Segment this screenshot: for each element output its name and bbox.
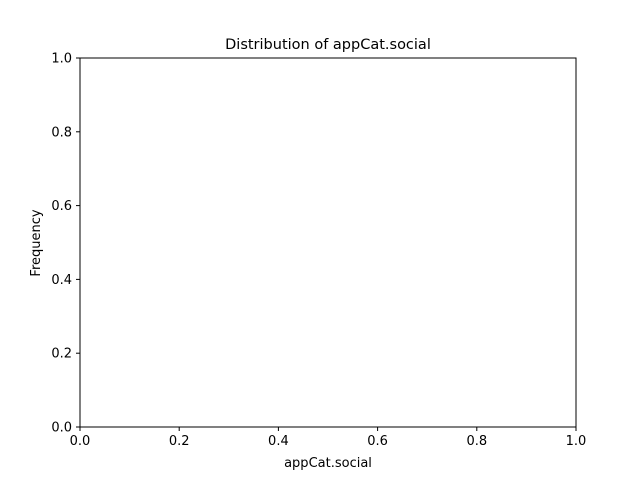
y-axis-label: Frequency <box>29 209 44 276</box>
x-axis-ticks: 0.0 0.2 0.4 0.6 0.8 1.0 <box>70 427 587 449</box>
x-axis-label: appCat.social <box>284 456 372 471</box>
plot-area-frame <box>79 57 577 428</box>
chart-title: Distribution of appCat.social <box>225 37 431 53</box>
y-tick-label: 1.0 <box>51 52 72 67</box>
y-tick-label: 0.8 <box>51 125 72 140</box>
x-tick-label: 0.6 <box>367 434 388 449</box>
y-tick-label: 0.6 <box>51 199 72 214</box>
x-tick-label: 0.8 <box>466 434 487 449</box>
x-tick-label: 0.0 <box>70 434 91 449</box>
y-tick-label: 0.2 <box>51 347 72 362</box>
x-tick-label: 0.4 <box>268 434 289 449</box>
y-axis-ticks: 0.0 0.2 0.4 0.6 0.8 1.0 <box>51 52 80 436</box>
y-tick-label: 0.4 <box>51 273 72 288</box>
y-tick-label: 0.0 <box>51 421 72 436</box>
x-tick-label: 0.2 <box>169 434 190 449</box>
x-tick-label: 1.0 <box>566 434 587 449</box>
